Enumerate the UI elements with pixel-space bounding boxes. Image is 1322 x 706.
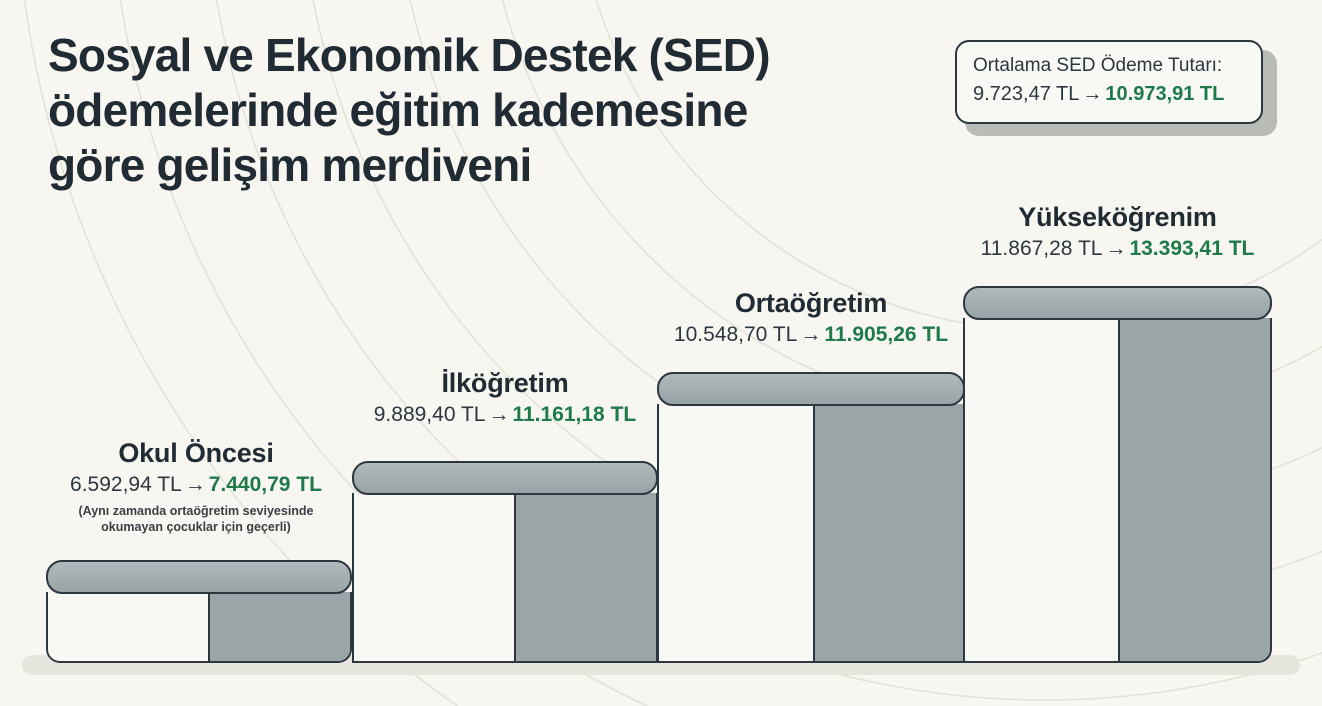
- step-old-value: 10.548,70 TL: [673, 323, 798, 346]
- step-body: [963, 318, 1272, 663]
- step-values: 6.592,94 TL → 7.440,79 TL: [36, 470, 356, 500]
- step-riser: [813, 404, 963, 661]
- step-face: [659, 404, 813, 661]
- arrow-right-icon: →: [1105, 237, 1127, 260]
- step-values: 10.548,70 TL → 11.905,26 TL: [650, 320, 972, 350]
- step-name: Yükseköğrenim: [1018, 202, 1217, 232]
- stair-step-ilkogretim: [352, 461, 658, 663]
- step-face: [354, 493, 514, 661]
- step-tread-cap: [46, 560, 352, 594]
- arrow-right-icon: →: [488, 403, 510, 426]
- step-face: [965, 318, 1118, 661]
- step-riser: [208, 592, 350, 661]
- step-new-value: 13.393,41 TL: [1129, 237, 1255, 260]
- step-body: [657, 404, 965, 663]
- step-label-ilkogretim: İlköğretim 9.889,40 TL → 11.161,18 TL: [345, 366, 665, 430]
- arrow-right-icon: →: [1082, 83, 1103, 105]
- step-body: [46, 592, 352, 663]
- step-name: Okul Öncesi: [118, 438, 274, 468]
- step-face: [48, 592, 208, 661]
- arrow-right-icon: →: [184, 473, 206, 496]
- stair-step-okul-oncesi: [46, 560, 352, 663]
- badge-old-value: 9.723,47 TL: [973, 83, 1080, 105]
- step-old-value: 9.889,40 TL: [373, 403, 486, 426]
- step-new-value: 7.440,79 TL: [208, 473, 322, 496]
- step-values: 11.867,28 TL → 13.393,41 TL: [955, 234, 1280, 264]
- page-title: Sosyal ve Ekonomik Destek (SED) ödemeler…: [48, 29, 771, 191]
- step-new-value: 11.905,26 TL: [824, 323, 949, 346]
- step-label-ortaogretim: Ortaöğretim 10.548,70 TL → 11.905,26 TL: [650, 286, 972, 350]
- step-tread-cap: [963, 286, 1272, 320]
- arrow-right-icon: →: [800, 323, 822, 346]
- badge-new-value: 10.973,91 TL: [1105, 83, 1225, 105]
- badge-values: 9.723,47 TL → 10.973,91 TL: [973, 79, 1245, 109]
- stair-step-ortaogretim: [657, 372, 965, 663]
- step-old-value: 11.867,28 TL: [980, 237, 1103, 260]
- badge-label: Ortalama SED Ödeme Tutarı:: [973, 55, 1223, 76]
- step-body: [352, 493, 658, 663]
- step-label-okul-oncesi: Okul Öncesi 6.592,94 TL → 7.440,79 TL (Ayn…: [36, 436, 356, 535]
- badge-card: Ortalama SED Ödeme Tutarı: 9.723,47 TL → 1…: [955, 40, 1263, 124]
- step-riser: [1118, 318, 1270, 661]
- step-note: (Aynı zamanda ortaöğretim seviyesinde ok…: [78, 504, 314, 534]
- stair-step-yuksekogrenim: [963, 286, 1272, 663]
- step-label-yuksekogrenim: Yükseköğrenim 11.867,28 TL → 13.393,41 TL: [955, 200, 1280, 264]
- average-payment-badge: Ortalama SED Ödeme Tutarı: 9.723,47 TL → 1…: [955, 40, 1277, 140]
- step-tread-cap: [352, 461, 658, 495]
- step-riser: [514, 493, 656, 661]
- step-new-value: 11.161,18 TL: [512, 403, 637, 426]
- step-old-value: 6.592,94 TL: [70, 473, 182, 496]
- step-tread-cap: [657, 372, 965, 406]
- step-name: Ortaöğretim: [734, 288, 888, 318]
- step-values: 9.889,40 TL → 11.161,18 TL: [345, 400, 665, 430]
- step-name: İlköğretim: [441, 368, 569, 398]
